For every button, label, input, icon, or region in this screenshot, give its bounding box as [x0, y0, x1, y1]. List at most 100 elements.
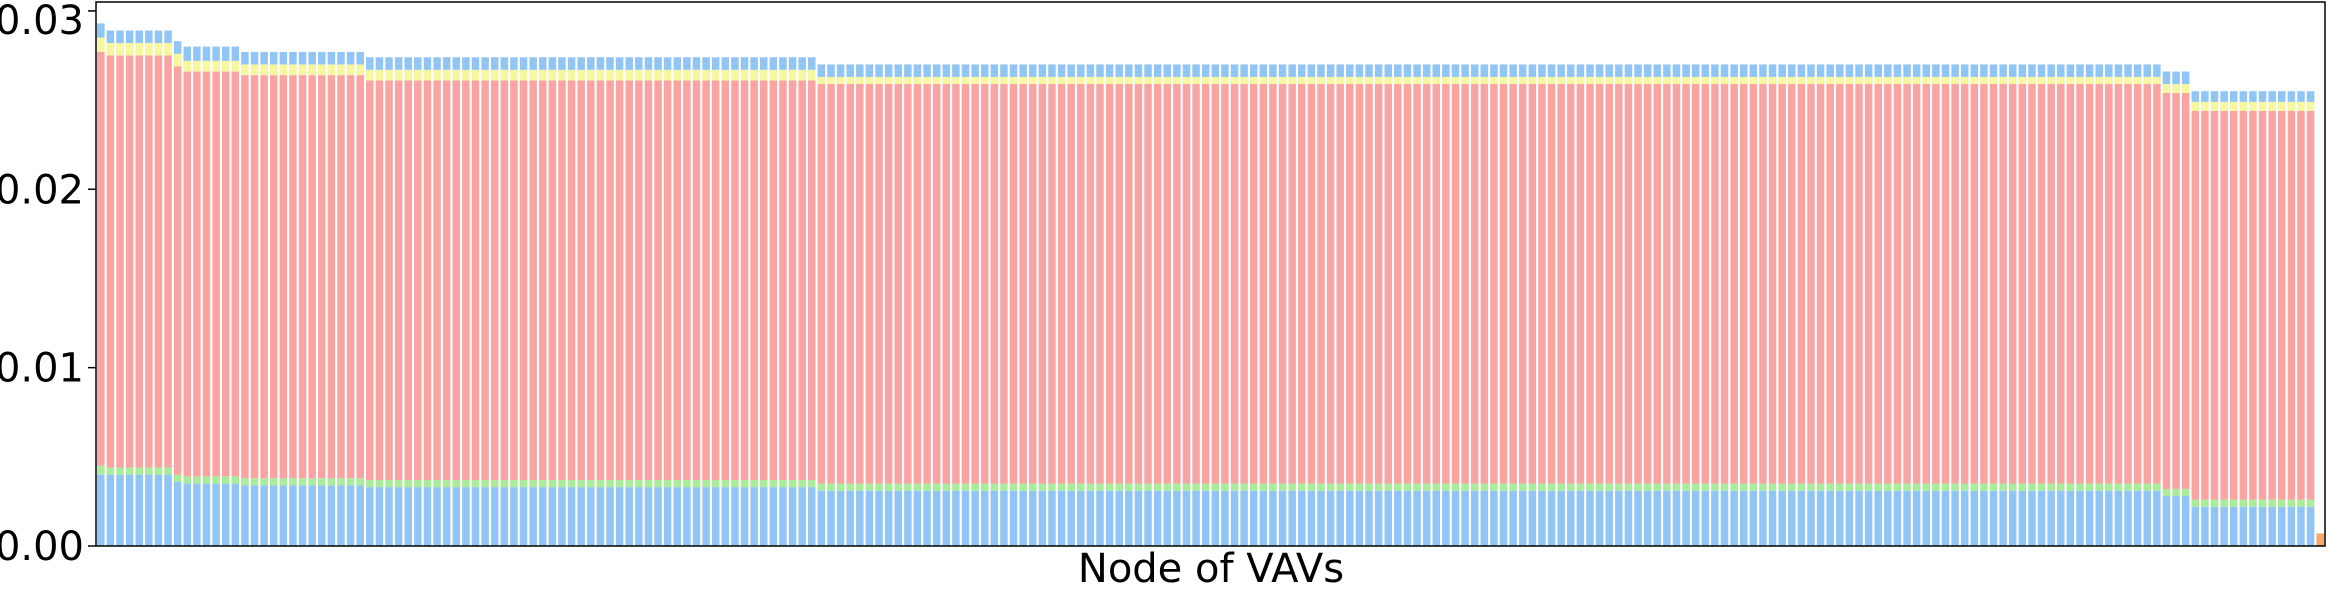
bar-segment: [1951, 64, 1959, 77]
bar-segment: [663, 80, 672, 481]
bar-segment: [750, 69, 758, 81]
bar-segment: [1807, 84, 1815, 484]
bar-segment: [1490, 490, 1498, 546]
bar-segment: [1259, 490, 1268, 546]
bar-segment: [654, 487, 662, 546]
bar-segment: [798, 57, 806, 70]
bar-segment: [2191, 110, 2200, 500]
bar-segment: [500, 69, 509, 81]
bar-segment: [1173, 490, 1181, 546]
bar-segment: [779, 480, 787, 488]
bar-segment: [221, 46, 230, 61]
bar-segment: [2201, 110, 2209, 500]
bar-segment: [1144, 76, 1152, 85]
bar-segment: [1480, 490, 1489, 546]
bar-segment: [1048, 76, 1056, 85]
bar-segment: [1595, 84, 1604, 484]
bar-segment: [519, 80, 528, 481]
bar-segment: [2153, 64, 2161, 77]
bar-segment: [2066, 483, 2075, 491]
bar-segment: [865, 490, 874, 546]
bar-segment: [1836, 84, 1844, 484]
bar-segment: [1144, 483, 1152, 491]
bar-segment: [635, 80, 643, 481]
bar-segment: [2181, 92, 2190, 489]
bar-segment: [1932, 76, 1940, 85]
bar-segment: [346, 75, 355, 479]
bar-segment: [529, 57, 537, 70]
bar-segment: [1999, 483, 2007, 491]
bar-segment: [1230, 84, 1239, 484]
bar-segment: [1451, 483, 1460, 491]
bar-segment: [1826, 483, 1834, 491]
bar-segment: [952, 64, 960, 77]
bar-segment: [606, 487, 614, 546]
bar-segment: [913, 76, 922, 85]
bar-segment: [2057, 490, 2065, 546]
bar-segment: [1932, 64, 1940, 77]
bar-segment: [1826, 76, 1834, 85]
bar-segment: [2037, 490, 2046, 546]
bar-segment: [1912, 84, 1921, 484]
bar-segment: [1413, 64, 1421, 77]
bar-segment: [2047, 64, 2055, 77]
bar-segment: [2172, 84, 2180, 93]
bar-segment: [952, 76, 960, 85]
bar-segment: [1855, 64, 1863, 77]
bar-segment: [1941, 76, 1950, 85]
bar-segment: [183, 60, 192, 72]
bar-segment: [2278, 506, 2286, 546]
bar-segment: [1249, 490, 1258, 546]
bar-segment: [1153, 490, 1162, 546]
bar-segment: [471, 487, 480, 546]
bar-segment: [711, 480, 720, 488]
y-tick-label: 0.01: [0, 346, 84, 392]
bar-segment: [2028, 76, 2036, 85]
bar-segment: [980, 64, 989, 77]
bar-segment: [2143, 490, 2151, 546]
bar-segment: [2306, 506, 2315, 546]
bar-segment: [865, 84, 874, 484]
bar-segment: [596, 69, 605, 81]
bar-segment: [539, 80, 547, 481]
bar-segment: [2009, 483, 2017, 491]
bar-segment: [1394, 84, 1402, 484]
bar-segment: [1298, 490, 1306, 546]
bar-segment: [1442, 490, 1450, 546]
bar-segment: [135, 467, 143, 475]
bar-segment: [1346, 483, 1354, 491]
bar-segment: [1932, 490, 1940, 546]
bar-segment: [1365, 76, 1373, 85]
bar-segment: [587, 487, 595, 546]
bar-segment: [385, 487, 393, 546]
bar-segment: [1701, 483, 1710, 491]
bar-segment: [1605, 84, 1613, 484]
bar-segment: [1932, 84, 1940, 484]
bar-segment: [1912, 490, 1921, 546]
bar-segment: [1153, 483, 1162, 491]
bar-segment: [1307, 76, 1316, 85]
bar-segment: [442, 80, 451, 481]
bar-segment: [327, 75, 336, 479]
bar-segment: [1298, 84, 1306, 484]
bar-segment: [1720, 64, 1729, 77]
bar-segment: [154, 43, 163, 56]
bar-segment: [1778, 490, 1786, 546]
bar-segment: [2162, 84, 2171, 93]
bar-segment: [1720, 490, 1729, 546]
bar-segment: [1999, 84, 2007, 484]
bar-segment: [145, 30, 153, 44]
bar-segment: [1941, 490, 1950, 546]
bar-segment: [1278, 76, 1287, 85]
bar-segment: [423, 487, 432, 546]
bar-segment: [1422, 490, 1431, 546]
bar-segment: [2162, 496, 2171, 546]
bar-segment: [1653, 64, 1661, 77]
bar-segment: [1788, 490, 1796, 546]
bar-segment: [125, 30, 134, 44]
bar-segment: [644, 480, 653, 488]
bar-segment: [1739, 84, 1748, 484]
bar-segment: [1432, 76, 1441, 85]
bar-segment: [1999, 76, 2007, 85]
bar-segment: [759, 487, 768, 546]
